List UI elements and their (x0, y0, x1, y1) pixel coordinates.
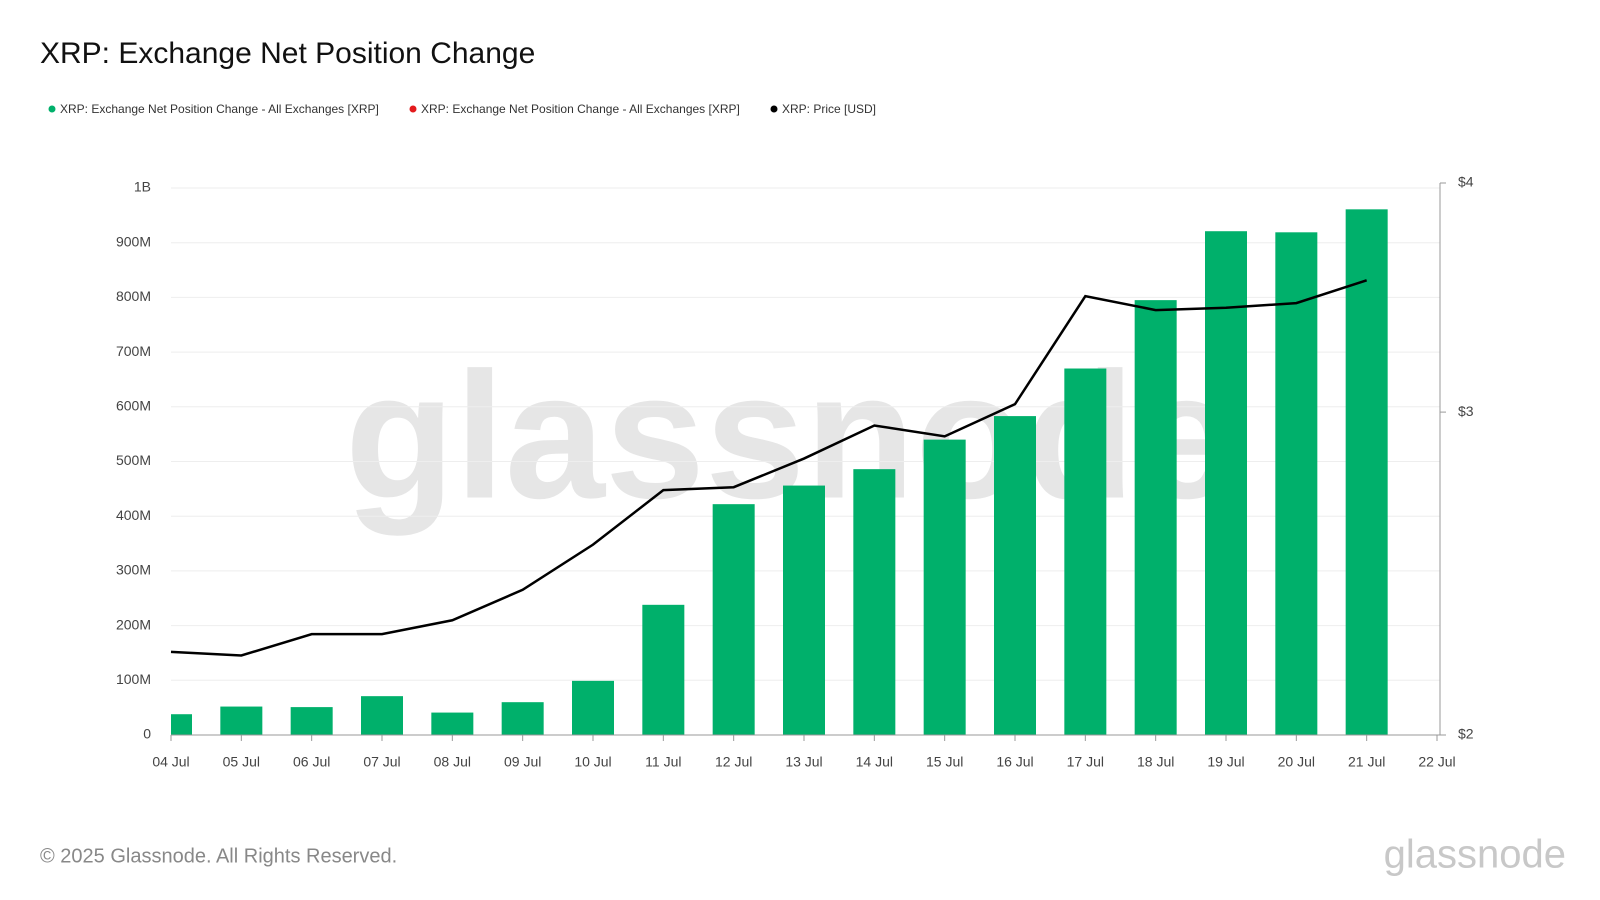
bar (783, 485, 825, 735)
bar (642, 604, 685, 735)
x-tick-label: 15 Jul (926, 754, 963, 770)
bar (853, 469, 896, 735)
bar (1205, 231, 1247, 735)
legend-label: XRP: Price [USD] (782, 102, 876, 116)
chart-title: XRP: Exchange Net Position Change (40, 37, 535, 70)
y2-tick-label: $4 (1458, 174, 1474, 190)
y-tick-label: 1B (134, 179, 151, 195)
legend-marker (409, 105, 417, 113)
x-tick-label: 16 Jul (996, 754, 1033, 770)
logo: glassnode (1384, 833, 1566, 877)
x-tick-label: 21 Jul (1348, 754, 1385, 770)
x-tick-label: 17 Jul (1067, 754, 1104, 770)
y-tick-label: 100M (116, 671, 151, 687)
legend-label: XRP: Exchange Net Position Change - All … (60, 102, 379, 116)
x-tick-label: 14 Jul (856, 754, 893, 770)
plot-area (171, 209, 1388, 735)
bar (1275, 232, 1318, 735)
y2-tick-label: $3 (1458, 403, 1474, 419)
x-tick-label: 18 Jul (1137, 754, 1174, 770)
x-tick-label: 13 Jul (785, 754, 822, 770)
bar (171, 714, 192, 735)
x-tick-label: 08 Jul (434, 754, 471, 770)
bar (923, 439, 966, 735)
x-tick-label: 07 Jul (363, 754, 400, 770)
x-tick-label: 06 Jul (293, 754, 330, 770)
price-line (170, 279, 1368, 657)
y-tick-label: 900M (116, 233, 151, 249)
legend-marker (770, 105, 778, 113)
y-tick-label: 800M (116, 288, 151, 304)
x-tick-label: 05 Jul (223, 754, 260, 770)
x-tick-label: 19 Jul (1207, 754, 1244, 770)
y-tick-label: 400M (116, 507, 151, 523)
bar (712, 504, 755, 735)
x-tick-label: 10 Jul (574, 754, 611, 770)
x-tick-label: 22 Jul (1418, 754, 1455, 770)
y-tick-label: 600M (116, 398, 151, 414)
bar (1134, 300, 1177, 735)
bar (431, 712, 474, 735)
bar (290, 707, 333, 735)
bar (1345, 209, 1388, 735)
footer: © 2025 Glassnode. All Rights Reserved. (40, 845, 397, 867)
bar (220, 706, 263, 735)
x-tick-label: 12 Jul (715, 754, 752, 770)
x-tick-label: 09 Jul (504, 754, 541, 770)
y-tick-label: 200M (116, 616, 151, 632)
x-tick-label: 11 Jul (645, 754, 681, 770)
y2-tick-label: $2 (1458, 726, 1474, 742)
y-tick-label: 500M (116, 452, 151, 468)
legend-label: XRP: Exchange Net Position Change - All … (421, 102, 740, 116)
y-tick-label: 700M (116, 343, 151, 359)
bar (361, 696, 403, 735)
y-tick-label: 0 (143, 726, 151, 742)
bar (1064, 368, 1107, 735)
bar (501, 702, 544, 735)
y-tick-label: 300M (116, 562, 151, 578)
bar (994, 416, 1036, 735)
x-tick-label: 04 Jul (152, 754, 189, 770)
bar (572, 680, 614, 735)
legend-marker (48, 105, 56, 113)
x-tick-label: 20 Jul (1278, 754, 1315, 770)
